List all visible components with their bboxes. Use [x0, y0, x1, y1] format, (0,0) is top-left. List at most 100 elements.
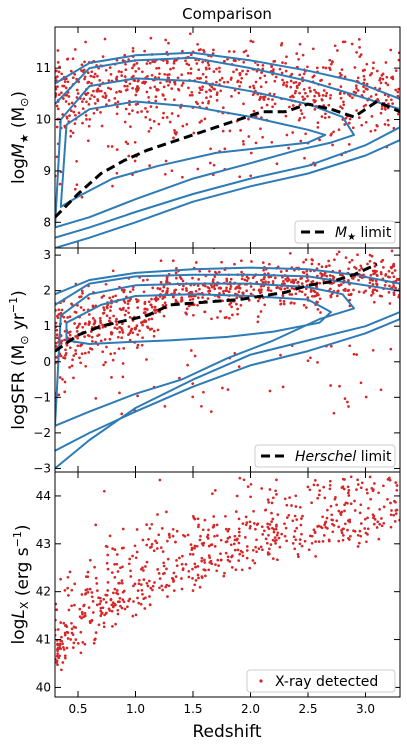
data-point: [193, 583, 197, 587]
data-point: [88, 587, 92, 591]
data-point: [237, 530, 241, 534]
data-point: [197, 278, 201, 281]
data-point: [222, 60, 226, 63]
data-point: [102, 294, 106, 298]
data-point: [318, 489, 322, 492]
data-point: [221, 299, 225, 303]
data-point: [63, 656, 67, 660]
data-point: [122, 306, 125, 310]
data-point: [273, 536, 277, 539]
data-point: [313, 294, 317, 298]
data-point: [368, 253, 372, 257]
data-point: [113, 351, 117, 355]
data-point: [123, 301, 127, 304]
data-point: [259, 85, 263, 89]
data-point: [91, 611, 95, 614]
data-point: [153, 581, 156, 584]
data-point: [388, 275, 391, 279]
data-point: [136, 589, 140, 592]
data-point: [325, 516, 329, 520]
data-point: [103, 37, 107, 41]
data-point: [215, 80, 218, 84]
data-point: [83, 642, 87, 646]
data-point: [353, 499, 356, 503]
data-point: [238, 286, 242, 290]
data-point: [369, 129, 373, 133]
data-point: [248, 85, 252, 89]
data-point: [191, 395, 195, 399]
data-point: [357, 116, 361, 119]
data-point: [282, 280, 285, 283]
data-point: [305, 269, 309, 273]
data-point: [281, 385, 285, 389]
data-point: [109, 309, 112, 312]
data-point: [332, 130, 335, 134]
data-point: [81, 121, 84, 125]
data-point: [115, 75, 119, 79]
data-point: [178, 376, 181, 380]
data-point: [274, 75, 278, 79]
data-point: [107, 79, 111, 82]
data-point: [162, 314, 166, 318]
data-point: [252, 109, 256, 113]
data-point: [139, 583, 143, 586]
data-point: [111, 625, 114, 628]
data-point: [148, 164, 151, 167]
data-point: [126, 605, 129, 609]
data-point: [219, 310, 222, 313]
data-point: [271, 517, 275, 521]
data-point: [262, 98, 266, 101]
data-point: [366, 491, 369, 495]
data-point: [175, 276, 178, 280]
data-point: [386, 118, 390, 122]
data-point: [314, 555, 317, 558]
data-point: [93, 95, 96, 99]
data-point: [63, 390, 67, 394]
data-point: [76, 325, 80, 328]
data-point: [91, 600, 95, 603]
data-point: [142, 569, 145, 572]
data-point: [320, 115, 324, 118]
data-point: [121, 322, 124, 326]
data-point: [289, 79, 293, 83]
data-point: [85, 100, 88, 104]
data-point: [350, 42, 354, 46]
data-point: [375, 289, 379, 293]
data-point: [394, 481, 398, 484]
data-point: [232, 50, 236, 53]
data-point: [115, 58, 119, 62]
data-point: [248, 520, 252, 524]
data-point: [256, 522, 260, 526]
legend-box: [246, 669, 396, 693]
data-point: [210, 317, 213, 321]
data-point: [129, 329, 133, 333]
data-point: [73, 187, 77, 191]
data-point: [329, 504, 333, 508]
data-point: [60, 91, 63, 95]
data-point: [56, 61, 60, 64]
data-point: [63, 380, 67, 384]
data-point: [342, 103, 346, 107]
data-point: [356, 253, 359, 257]
density-contour-4: [59, 100, 327, 208]
data-point: [369, 95, 373, 98]
data-point: [106, 581, 110, 584]
data-point: [120, 606, 124, 610]
data-point: [264, 280, 267, 284]
data-point: [256, 320, 260, 324]
data-point: [319, 525, 323, 529]
data-point: [59, 354, 63, 358]
data-point: [310, 262, 314, 266]
data-point: [301, 76, 304, 80]
data-point: [193, 546, 196, 550]
data-point: [272, 92, 276, 96]
data-point: [63, 80, 67, 83]
data-point: [213, 545, 217, 548]
data-point: [381, 72, 385, 76]
data-point: [78, 356, 81, 360]
data-point: [384, 61, 388, 64]
data-point: [309, 290, 313, 293]
data-point: [104, 601, 108, 604]
data-point: [123, 607, 127, 611]
data-point: [81, 100, 84, 103]
